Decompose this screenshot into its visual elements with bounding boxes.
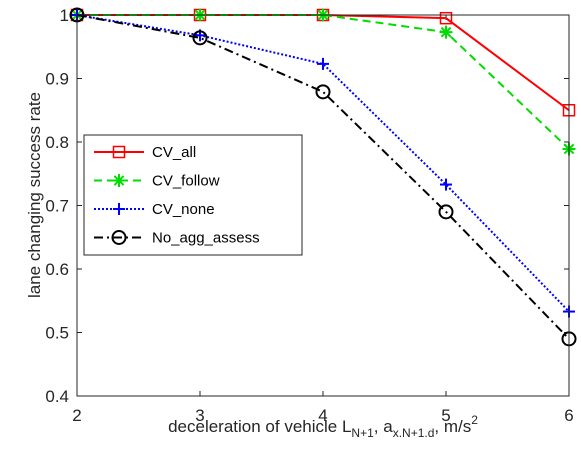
y-tick-label: 0.9 xyxy=(45,70,69,89)
x-axis-title-suffix: , m/s xyxy=(434,417,471,436)
data-point-No_agg_assess-shape xyxy=(438,204,454,220)
x-axis-title-mid: , a xyxy=(374,417,393,436)
data-point-No_agg_assess xyxy=(192,30,208,46)
x-tick-label: 2 xyxy=(72,406,81,425)
x-axis-title-sub2: x.N+1.d xyxy=(393,426,435,440)
legend-marker-CV_follow xyxy=(112,174,126,187)
legend-marker-No_agg_assess xyxy=(111,230,127,245)
data-point-No_agg_assess xyxy=(438,204,454,220)
data-point-CV_follow xyxy=(439,25,453,39)
y-tick-label: 1 xyxy=(60,6,69,25)
y-axis-title: lane changing success rate xyxy=(25,92,44,298)
legend-label: CV_all xyxy=(152,144,196,161)
x-axis-title-prefix: deceleration of vehicle L xyxy=(168,417,351,436)
x-axis-title: deceleration of vehicle LN+1, ax.N+1.d, … xyxy=(168,413,478,440)
data-point-CV_none xyxy=(440,178,452,191)
x-tick-label: 6 xyxy=(564,406,573,425)
y-tick-label: 0.7 xyxy=(45,197,69,216)
legend-label: No_agg_assess xyxy=(152,230,260,247)
y-tick-label: 0.4 xyxy=(45,387,69,406)
data-point-No_agg_assess-shape xyxy=(315,84,331,100)
data-point-No_agg_assess xyxy=(315,84,331,100)
legend-marker-CV_none xyxy=(113,203,125,215)
x-axis-title-sub1: N+1 xyxy=(351,426,374,440)
data-point-CV_follow-ray xyxy=(440,26,452,38)
x-tick-label: 4 xyxy=(318,406,327,425)
plot-frame xyxy=(76,14,570,397)
series-line-No_agg_assess xyxy=(76,14,570,340)
data-point-CV_all-shape xyxy=(439,11,453,25)
legend-marker-CV_all-shape xyxy=(112,145,126,159)
legend-box xyxy=(83,134,303,256)
y-tick-label: 0.6 xyxy=(45,260,69,279)
series-line-CV_follow xyxy=(77,14,570,150)
x-tick-label: 3 xyxy=(195,406,204,425)
legend-marker-CV_all xyxy=(112,145,126,159)
legend-label: CV_follow xyxy=(152,173,220,190)
legend-label: CV_none xyxy=(152,201,215,218)
x-tick-label: 5 xyxy=(441,406,450,425)
y-tick-label: 0.8 xyxy=(45,133,69,152)
data-point-CV_all xyxy=(439,11,453,25)
x-axis-title-sup: 2 xyxy=(471,413,478,427)
data-point-No_agg_assess-shape xyxy=(192,30,208,46)
data-point-CV_none xyxy=(317,57,329,70)
y-tick-label: 0.5 xyxy=(45,324,69,343)
legend-marker-No_agg_assess-shape xyxy=(111,230,127,245)
legend-marker-CV_follow-ray xyxy=(113,175,125,186)
